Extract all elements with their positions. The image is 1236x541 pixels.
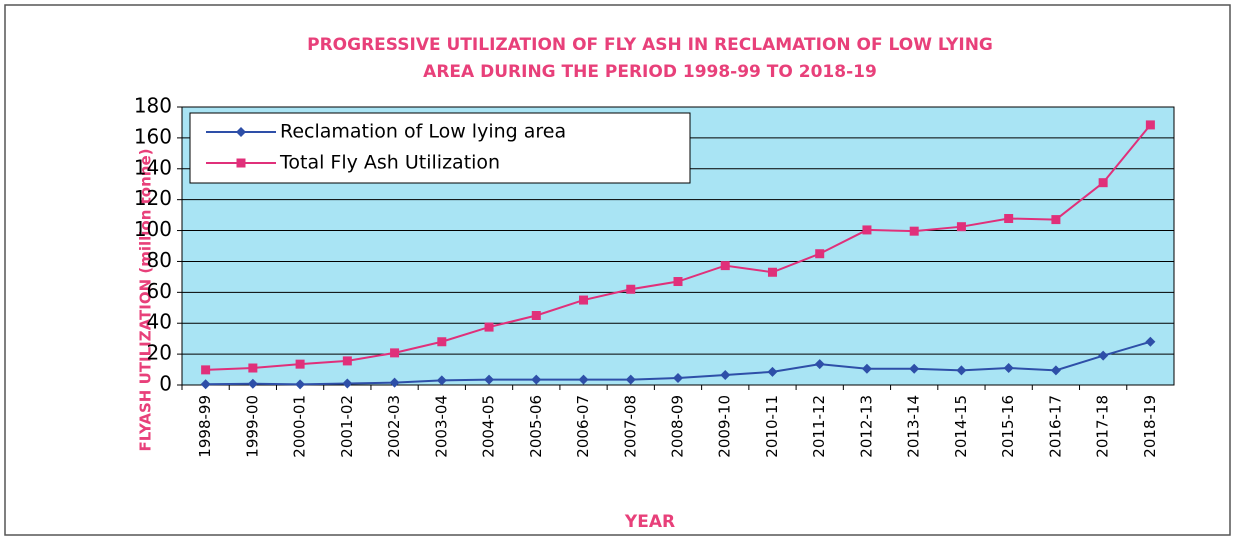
marker — [815, 249, 825, 259]
marker — [342, 378, 353, 389]
marker — [767, 366, 778, 377]
x-tick-label: 2001-02 — [338, 395, 356, 458]
x-tick-label: 2017-18 — [1094, 395, 1112, 458]
marker — [531, 374, 542, 385]
x-tick-label: 2016-17 — [1046, 395, 1064, 458]
legend-marker — [236, 158, 246, 168]
marker — [720, 369, 731, 380]
y-tick-label: 180 — [134, 94, 172, 118]
marker — [295, 379, 306, 390]
marker — [956, 365, 967, 376]
marker — [390, 348, 400, 358]
marker — [248, 363, 258, 373]
y-axis-label: FLYASH UTILIZATION (million tonne) — [137, 149, 155, 452]
marker — [625, 374, 636, 385]
y-tick-label: 40 — [147, 310, 172, 334]
x-tick-label: 1999-00 — [243, 395, 261, 458]
marker — [484, 322, 494, 332]
legend-label: Total Fly Ash Utilization — [279, 152, 500, 174]
chart-title: PROGRESSIVE UTILIZATION OF FLY ASH IN RE… — [307, 35, 993, 55]
x-axis-label: YEAR — [624, 512, 675, 532]
marker — [956, 222, 966, 232]
marker — [1145, 120, 1155, 130]
marker — [579, 295, 589, 305]
x-tick-label: 2010-11 — [763, 395, 781, 458]
y-tick-label: 120 — [134, 186, 172, 210]
y-tick-label: 160 — [134, 124, 172, 148]
marker — [531, 311, 541, 320]
marker — [295, 359, 305, 369]
y-tick-label: 0 — [159, 372, 172, 396]
x-tick-label: 2015-16 — [999, 395, 1017, 458]
x-tick-label: 2002-03 — [385, 395, 403, 458]
frame — [4, 4, 1231, 536]
x-tick-label: 2000-01 — [291, 395, 309, 458]
marker — [437, 337, 447, 347]
marker — [1051, 215, 1061, 225]
marker — [626, 284, 636, 294]
y-tick-label: 60 — [147, 279, 172, 303]
marker — [909, 226, 919, 236]
x-tick-label: 2008-09 — [669, 395, 687, 458]
y-tick-label: 20 — [147, 341, 172, 365]
marker — [389, 377, 400, 388]
marker — [1098, 178, 1108, 188]
x-tick-label: 2011-12 — [810, 395, 828, 458]
marker — [861, 363, 872, 374]
x-tick-label: 2005-06 — [527, 395, 545, 458]
marker — [1050, 365, 1061, 376]
marker — [436, 375, 447, 386]
marker — [200, 379, 211, 390]
x-tick-label: 1998-99 — [196, 395, 214, 458]
marker — [909, 363, 920, 374]
marker — [201, 365, 211, 375]
marker — [814, 359, 825, 370]
legend-marker — [236, 127, 246, 137]
x-tick-label: 2004-05 — [480, 395, 498, 458]
x-tick-label: 2014-15 — [952, 395, 970, 458]
marker — [578, 374, 589, 385]
x-tick-label: 2006-07 — [574, 395, 592, 458]
y-tick-label: 80 — [147, 248, 172, 272]
x-tick-label: 2012-13 — [857, 395, 875, 458]
marker — [247, 378, 258, 389]
y-tick-label: 100 — [134, 217, 172, 241]
marker — [767, 267, 777, 277]
marker — [342, 356, 352, 366]
marker — [1004, 214, 1014, 224]
chart-title: AREA DURING THE PERIOD 1998-99 TO 2018-1… — [423, 62, 877, 82]
legend-label: Reclamation of Low lying area — [280, 121, 566, 143]
marker — [673, 277, 683, 287]
x-tick-label: 2003-04 — [432, 395, 450, 458]
marker — [1098, 350, 1109, 361]
x-tick-label: 2007-08 — [621, 395, 639, 458]
x-tick-label: 2018-19 — [1141, 395, 1159, 458]
y-tick-label: 140 — [134, 155, 172, 179]
x-tick-label: 2013-14 — [905, 395, 923, 458]
marker — [720, 261, 730, 271]
marker — [673, 373, 683, 384]
marker — [1003, 363, 1014, 374]
marker — [862, 225, 872, 235]
marker — [1145, 336, 1156, 347]
x-tick-label: 2009-10 — [716, 395, 734, 458]
legend-box — [189, 112, 691, 184]
marker — [484, 374, 495, 385]
